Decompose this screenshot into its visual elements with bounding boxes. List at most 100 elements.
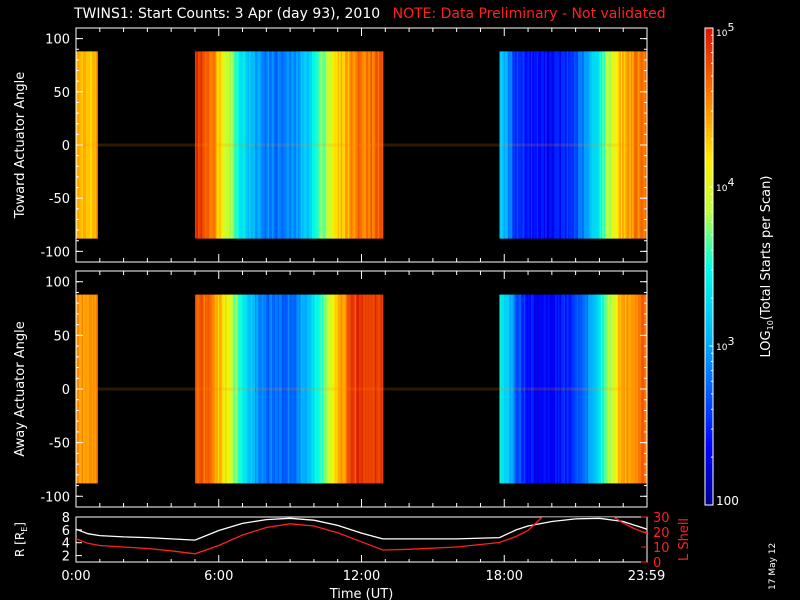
- colorbar-cell: [705, 262, 713, 268]
- heatmap-column: [576, 294, 579, 484]
- colorbar-cell: [705, 274, 713, 280]
- heatmap-column: [243, 294, 246, 484]
- colorbar-cell: [705, 322, 713, 327]
- colorbar-cell: [705, 425, 713, 431]
- heatmap-column: [224, 294, 227, 484]
- colorbar-cell: [705, 31, 713, 37]
- heatmap-column: [303, 294, 306, 484]
- heatmap-column: [622, 294, 625, 484]
- colorbar-cell: [705, 473, 713, 478]
- heatmap-column: [523, 51, 526, 239]
- heatmap-column: [515, 51, 518, 239]
- heatmap-column: [528, 294, 530, 484]
- heatmap-column: [572, 294, 575, 484]
- heatmap-column: [252, 51, 254, 239]
- heatmap-column: [630, 294, 633, 484]
- heatmap-column: [264, 294, 267, 484]
- heatmap-column: [200, 294, 203, 484]
- colorbar-cell: [705, 222, 713, 228]
- heatmap-column: [206, 51, 209, 239]
- colorbar-cell: [705, 417, 713, 423]
- colorbar-tick-exp: 3: [727, 335, 734, 348]
- colorbar: [705, 28, 713, 506]
- colorbar-cell: [705, 334, 713, 339]
- heatmap-column: [259, 294, 262, 484]
- colorbar-cell: [705, 183, 713, 188]
- colorbar-label-sub: 10: [766, 320, 775, 330]
- heatmap-column: [589, 294, 592, 484]
- colorbar-cell: [705, 286, 713, 291]
- heatmap-column: [370, 51, 373, 239]
- heatmap-column: [526, 51, 529, 239]
- heatmap-column: [297, 294, 300, 484]
- colorbar-cell: [705, 306, 713, 311]
- heatmap-column: [364, 294, 367, 484]
- heatmap-column: [562, 51, 565, 239]
- heatmap-column: [214, 294, 217, 484]
- heatmap-column: [324, 51, 327, 239]
- heatmap-column: [194, 51, 197, 239]
- y-tick-left-label: 6: [62, 524, 70, 539]
- heatmap-column: [247, 51, 250, 239]
- colorbar-cell: [705, 397, 713, 403]
- colorbar-cell: [705, 79, 713, 85]
- heatmap-column: [602, 51, 605, 239]
- heatmap-column: [274, 294, 277, 484]
- heatmap-column: [570, 294, 573, 484]
- heatmap-column: [322, 294, 324, 484]
- heatmap-column: [573, 294, 576, 484]
- date-stamp: 17 May 12: [768, 542, 778, 590]
- heatmap-column: [632, 51, 635, 239]
- heatmap-column: [90, 294, 93, 484]
- colorbar-cell: [705, 342, 713, 347]
- heatmap-column: [344, 294, 347, 484]
- colorbar-cell: [705, 290, 713, 295]
- colorbar-cell: [705, 485, 713, 490]
- colorbar-cell: [705, 294, 713, 299]
- heatmap-column: [312, 294, 314, 484]
- heatmap-column: [233, 294, 236, 484]
- heatmap-column: [526, 294, 529, 484]
- heatmap-column: [630, 51, 633, 239]
- heatmap-column: [371, 51, 374, 239]
- heatmap-column: [629, 51, 632, 239]
- heatmap-column: [310, 294, 313, 484]
- colorbar-cell: [705, 91, 713, 97]
- colorbar-cell: [705, 282, 713, 287]
- colorbar-cell: [705, 179, 713, 184]
- heatmap-column: [366, 51, 369, 239]
- heatmap-column: [369, 51, 371, 239]
- heatmap-column: [223, 51, 226, 239]
- colorbar-tick-exp: 4: [727, 176, 734, 189]
- heatmap-column: [307, 294, 310, 484]
- heatmap-column: [582, 51, 585, 239]
- heatmap-column: [220, 51, 223, 239]
- heatmap-column: [556, 51, 559, 239]
- heatmap-column: [283, 294, 286, 484]
- heatmap-column: [523, 294, 526, 484]
- heatmap-away: [76, 294, 648, 484]
- heatmap-column: [597, 51, 600, 239]
- colorbar-cell: [705, 55, 713, 61]
- heatmap-column: [339, 294, 341, 484]
- heatmap-column: [512, 51, 515, 239]
- colorbar-cell: [705, 330, 713, 335]
- heatmap-column: [244, 294, 247, 484]
- colorbar-cell: [705, 135, 713, 140]
- heatmap-column: [257, 294, 260, 484]
- heatmap-column: [326, 294, 329, 484]
- colorbar-cell: [705, 127, 713, 132]
- heatmap-column: [340, 294, 343, 484]
- heatmap-column: [580, 51, 583, 239]
- heatmap-column: [286, 51, 289, 239]
- colorbar-cell: [705, 373, 713, 379]
- heatmap-column: [267, 294, 270, 484]
- heatmap-column: [349, 51, 351, 239]
- colorbar-cell: [705, 401, 713, 407]
- heatmap-column: [239, 51, 242, 239]
- heatmap-column: [233, 51, 236, 239]
- heatmap-column: [559, 51, 562, 239]
- heatmap-column: [565, 294, 567, 484]
- colorbar-label-main: LOG: [759, 330, 774, 357]
- heatmap-column: [254, 294, 257, 484]
